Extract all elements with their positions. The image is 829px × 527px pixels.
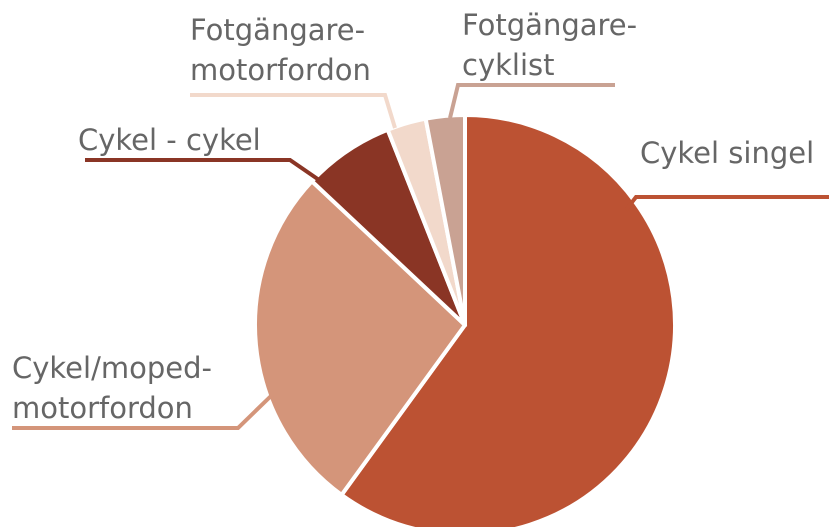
leader-line: [190, 93, 397, 129]
label-line: motorfordon: [190, 53, 371, 87]
slice-label: Cykel/moped-motorfordon: [12, 351, 212, 425]
label-line: Cykel/moped-: [12, 351, 212, 385]
leader-line: [624, 195, 829, 212]
label-line: motorfordon: [12, 391, 193, 425]
slice-label: Cykel - cykel: [78, 123, 261, 157]
pie-slice: [253, 179, 467, 497]
label-line: cyklist: [462, 48, 555, 82]
slice-label: Fotgängare-cyklist: [462, 8, 637, 82]
slice-label: Fotgängare-motorfordon: [190, 13, 371, 87]
leader-line: [85, 158, 324, 184]
label-line: Fotgängare-: [462, 8, 637, 42]
label-line: Cykel - cykel: [78, 123, 261, 157]
leader-line: [12, 393, 274, 430]
label-line: Fotgängare-: [190, 13, 365, 47]
pie-slice: [339, 113, 677, 527]
label-line: Cykel singel: [640, 136, 814, 170]
pie-slice: [423, 113, 467, 327]
leader-line: [448, 83, 615, 119]
slice-label: Cykel singel: [640, 136, 814, 170]
